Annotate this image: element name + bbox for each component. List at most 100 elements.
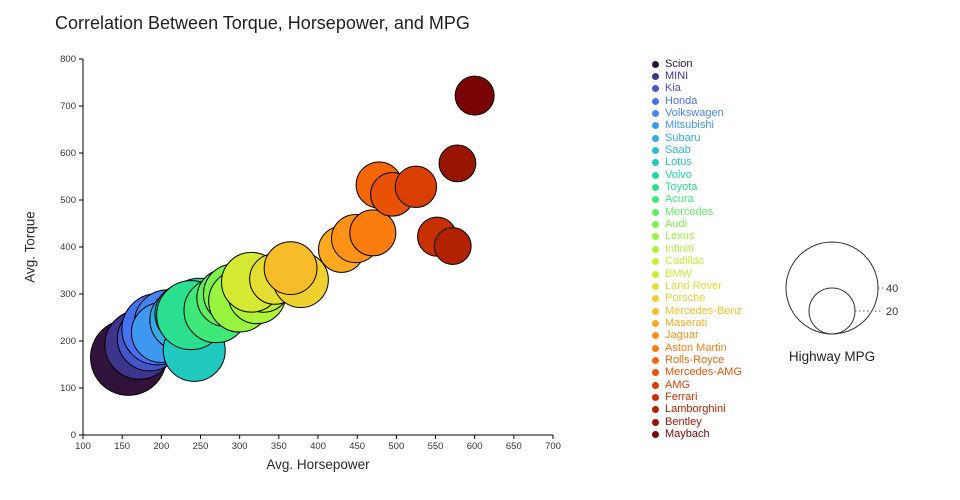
legend-item-lotus[interactable]: Lotus <box>652 157 742 169</box>
legend-item-land-rover[interactable]: Land Rover <box>652 280 742 292</box>
bubble-amg[interactable] <box>394 165 438 209</box>
y-tick-label: 0 <box>71 430 76 441</box>
legend-label: Kia <box>665 82 681 95</box>
legend-label: Volvo <box>665 168 692 181</box>
legend-item-infiniti[interactable]: Infiniti <box>652 243 742 255</box>
legend-item-volkswagen[interactable]: Volkswagen <box>652 107 742 119</box>
legend-label: Subaru <box>665 131 701 144</box>
legend-item-acura[interactable]: Acura <box>652 194 742 206</box>
legend-label: Maybach <box>665 427 710 440</box>
legend-color-dot <box>652 122 659 130</box>
x-tick-label: 550 <box>428 441 444 452</box>
y-tick-label: 200 <box>60 336 76 347</box>
legend-label: Toyota <box>665 181 698 194</box>
legend-label: Lamborghini <box>665 403 726 416</box>
legend-color-dot <box>652 97 659 105</box>
legend-item-cadillac[interactable]: Cadillac <box>652 256 742 268</box>
legend-item-mercedes-benz[interactable]: Mercedes-Benz <box>652 305 742 317</box>
legend-item-ferrari[interactable]: Ferrari <box>652 391 742 403</box>
legend-item-kia[interactable]: Kia <box>652 83 742 95</box>
legend-color-dot <box>652 184 659 192</box>
legend-label: AMG <box>665 378 691 391</box>
legend-item-maybach[interactable]: Maybach <box>652 428 742 440</box>
size-legend-value: 40 <box>886 283 898 295</box>
legend-label: Mitsubishi <box>665 119 714 132</box>
legend-item-mercedes-amg[interactable]: Mercedes-AMG <box>652 367 742 379</box>
legend-color-dot <box>652 134 659 142</box>
legend-color-dot <box>652 282 659 290</box>
legend-label: MINI <box>665 70 689 83</box>
y-axis-title: Avg. Torque <box>22 211 38 283</box>
legend-color-dot <box>652 369 659 377</box>
legend-label: Honda <box>665 94 698 107</box>
legend-label: Lotus <box>665 156 692 169</box>
legend-item-jaguar[interactable]: Jaguar <box>652 330 742 342</box>
x-tick-label: 350 <box>271 441 287 452</box>
legend-color-dot <box>652 258 659 266</box>
legend-label: Mercedes-Benz <box>665 304 743 317</box>
legend-item-scion[interactable]: Scion <box>652 58 742 70</box>
legend-item-amg[interactable]: AMG <box>652 379 742 391</box>
legend-item-porsche[interactable]: Porsche <box>652 293 742 305</box>
y-tick-label: 400 <box>60 242 76 253</box>
x-tick-label: 450 <box>349 441 365 452</box>
legend-item-mini[interactable]: MINI <box>652 70 742 82</box>
legend-item-mercedes[interactable]: Mercedes <box>652 206 742 218</box>
legend-item-toyota[interactable]: Toyota <box>652 181 742 193</box>
legend-color-dot <box>652 406 659 414</box>
legend-color-dot <box>652 171 659 179</box>
bubble-mercedes-benz[interactable] <box>263 241 318 296</box>
legend-color-dot <box>652 319 659 327</box>
x-tick-label: 250 <box>193 441 209 452</box>
legend-label: Jaguar <box>665 329 699 342</box>
legend-color-dot <box>652 221 659 229</box>
legend-color-dot <box>652 73 659 81</box>
legend-color-dot <box>652 430 659 438</box>
legend-item-aston-martin[interactable]: Aston Martin <box>652 342 742 354</box>
size-legend-value: 20 <box>886 306 898 318</box>
legend-item-audi[interactable]: Audi <box>652 218 742 230</box>
legend-item-maserati[interactable]: Maserati <box>652 317 742 329</box>
legend-color-dot <box>652 332 659 340</box>
bubble-aston-martin[interactable] <box>349 209 397 257</box>
legend-item-saab[interactable]: Saab <box>652 144 742 156</box>
legend-item-honda[interactable]: Honda <box>652 95 742 107</box>
x-tick-label: 700 <box>545 441 561 452</box>
legend-label: Acura <box>665 193 694 206</box>
legend-label: Scion <box>665 57 693 70</box>
legend-item-lamborghini[interactable]: Lamborghini <box>652 404 742 416</box>
legend-color-dot <box>652 381 659 389</box>
legend-label: Audi <box>665 218 688 231</box>
legend-item-rolls-royce[interactable]: Rolls-Royce <box>652 354 742 366</box>
legend-color-dot <box>652 356 659 364</box>
bubble-bentley[interactable] <box>438 144 477 183</box>
legend-item-bmw[interactable]: BMW <box>652 268 742 280</box>
bubble-lamborghini[interactable] <box>433 227 472 265</box>
legend-color-dot <box>652 196 659 204</box>
legend-item-lexus[interactable]: Lexus <box>652 231 742 243</box>
legend-color-dot <box>652 393 659 401</box>
legend-item-volvo[interactable]: Volvo <box>652 169 742 181</box>
legend-label: Porsche <box>665 292 706 305</box>
legend-label: Volkswagen <box>665 107 724 120</box>
chart-title: Correlation Between Torque, Horsepower, … <box>55 13 470 33</box>
legend: Scion MINI Kia Honda Volkswagen Mitsubishi Sub… <box>652 58 742 441</box>
legend-item-mitsubishi[interactable]: Mitsubishi <box>652 120 742 132</box>
x-tick-label: 100 <box>75 441 91 452</box>
legend-label: Saab <box>665 144 691 157</box>
x-axis-title: Avg. Horsepower <box>266 457 370 472</box>
x-tick-label: 150 <box>114 441 130 452</box>
legend-item-bentley[interactable]: Bentley <box>652 416 742 428</box>
legend-color-dot <box>652 110 659 118</box>
x-tick-label: 650 <box>506 441 522 452</box>
legend-color-dot <box>652 159 659 167</box>
bubble-maybach[interactable] <box>454 75 495 116</box>
legend-label: Land Rover <box>665 279 722 292</box>
legend-item-subaru[interactable]: Subaru <box>652 132 742 144</box>
legend-color-dot <box>652 60 659 68</box>
legend-color-dot <box>652 85 659 93</box>
legend-color-dot <box>652 245 659 253</box>
x-tick-label: 500 <box>388 441 404 452</box>
